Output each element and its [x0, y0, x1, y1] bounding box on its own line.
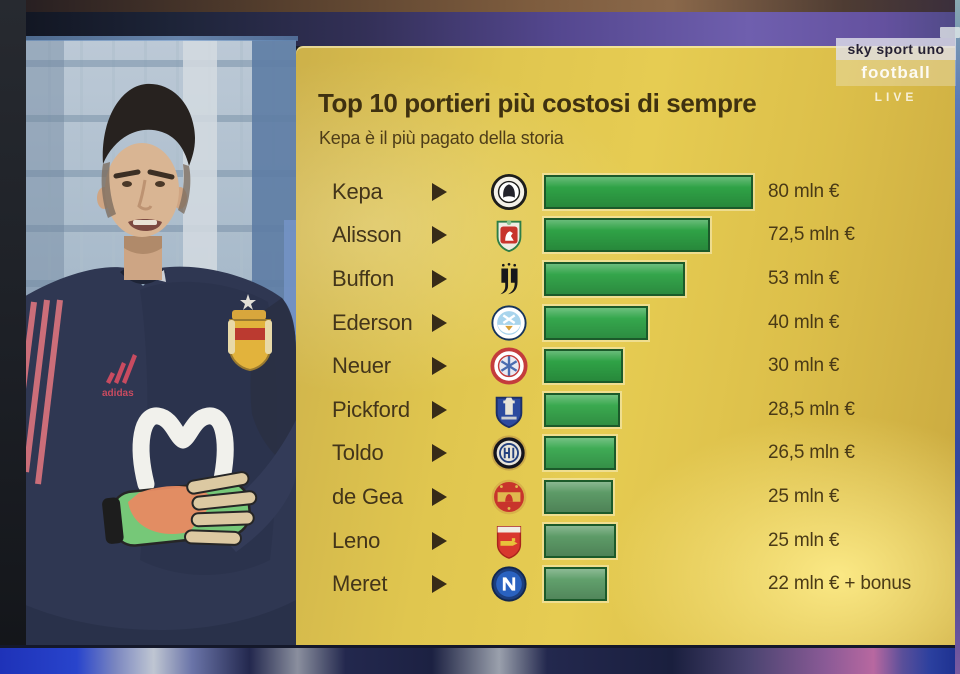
arrow-right-icon — [432, 182, 447, 201]
arrow-right-icon — [432, 226, 447, 245]
studio-floor-band — [0, 645, 960, 674]
fee-value: 30 mln € — [768, 355, 840, 377]
chelsea-crest-icon — [487, 172, 531, 212]
fee-bar — [544, 479, 613, 514]
arrow-right-icon — [432, 357, 447, 376]
fee-value: 26,5 mln € — [768, 442, 855, 464]
studio-ceiling-strip — [0, 0, 960, 12]
live-badge: LIVE — [874, 90, 918, 104]
fee-value: 25 mln € — [768, 485, 840, 507]
fee-value: 40 mln € — [768, 311, 840, 333]
bar-chart: Kepa 80 mln € Alisson 72,5 mln € Buffon … — [296, 170, 957, 606]
goalkeeper-name: Alisson — [332, 222, 402, 248]
juventus-crest-icon — [487, 259, 531, 299]
goalkeeper-row: Neuer 30 mln € — [296, 344, 957, 388]
fee-value: 72,5 mln € — [768, 224, 855, 246]
fee-bar — [544, 567, 607, 602]
arrow-right-icon — [432, 400, 447, 419]
goalkeeper-row: Toldo 26,5 mln € — [296, 432, 957, 476]
liverpool-crest-icon — [487, 215, 531, 255]
goalkeeper-row: Alisson 72,5 mln € — [296, 214, 957, 258]
program-name: football — [836, 60, 956, 86]
goalkeeper-name: Toldo — [332, 440, 384, 466]
fee-value: 22 mln € + bonus — [768, 573, 912, 595]
arrow-right-icon — [432, 444, 447, 463]
bayern-munich-crest-icon — [487, 346, 531, 386]
goalkeeper-name: Leno — [332, 527, 381, 553]
panel-title: Top 10 portieri più costosi di sempre — [318, 88, 757, 118]
goalkeeper-row: Buffon 53 mln € — [296, 257, 957, 301]
fee-bar — [544, 174, 753, 209]
fee-value: 80 mln € — [768, 180, 840, 202]
everton-crest-icon — [487, 390, 531, 430]
napoli-crest-icon — [487, 564, 531, 604]
arrow-right-icon — [432, 575, 447, 594]
goalkeeper-name: Pickford — [332, 396, 410, 422]
goalkeeper-name: Ederson — [332, 309, 413, 335]
manchester-united-crest-icon — [487, 477, 531, 517]
goalkeeper-name: Neuer — [332, 353, 391, 379]
fee-bar — [544, 436, 616, 471]
arrow-right-icon — [432, 531, 447, 550]
fee-bar — [544, 218, 710, 253]
goalkeeper-name: Kepa — [332, 178, 383, 204]
fee-value: 53 mln € — [768, 267, 840, 289]
panel-subtitle: Kepa è il più pagato della storia — [319, 128, 564, 148]
fee-bar — [544, 523, 616, 558]
goalkeeper-illustration: adidas mo — [0, 40, 296, 648]
right-frame-strip — [955, 0, 960, 674]
fee-bar — [544, 349, 623, 384]
svg-text:adidas: adidas — [102, 388, 134, 399]
goalkeeper-row: Leno 25 mln € — [296, 519, 957, 563]
goalkeeper-row: Meret 22 mln € + bonus — [296, 562, 957, 606]
goalkeeper-row: Ederson 40 mln € — [296, 301, 957, 345]
goalkeeper-row: de Gea 25 mln € — [296, 475, 957, 519]
goalkeeper-name: de Gea — [332, 483, 403, 509]
goalkeeper-row: Kepa 80 mln € — [296, 170, 957, 214]
arrow-right-icon — [432, 487, 447, 506]
goalkeeper-name: Meret — [332, 571, 388, 597]
fee-value: 28,5 mln € — [768, 398, 855, 420]
fee-bar — [544, 261, 685, 296]
studio-glint-line — [0, 36, 298, 41]
inter-crest-icon — [487, 433, 531, 473]
manchester-city-crest-icon — [487, 303, 531, 343]
arrow-right-icon — [432, 269, 447, 288]
goalkeeper-name: Buffon — [332, 265, 395, 291]
fee-bar — [544, 392, 620, 427]
arrow-right-icon — [432, 313, 447, 332]
fee-bar — [544, 305, 648, 340]
arsenal-crest-icon — [487, 521, 531, 561]
kepa-photo: adidas mo — [0, 40, 296, 648]
hd-tag — [940, 27, 960, 38]
sky-sport-logo: sky sport uno football LIVE — [836, 27, 960, 104]
fee-value: 25 mln € — [768, 529, 840, 551]
infographic-panel: Top 10 portieri più costosi di sempre Ke… — [296, 46, 957, 648]
goalkeeper-row: Pickford 28,5 mln € — [296, 388, 957, 432]
left-frame-strip — [0, 0, 26, 674]
channel-name: sky sport uno — [836, 27, 960, 60]
